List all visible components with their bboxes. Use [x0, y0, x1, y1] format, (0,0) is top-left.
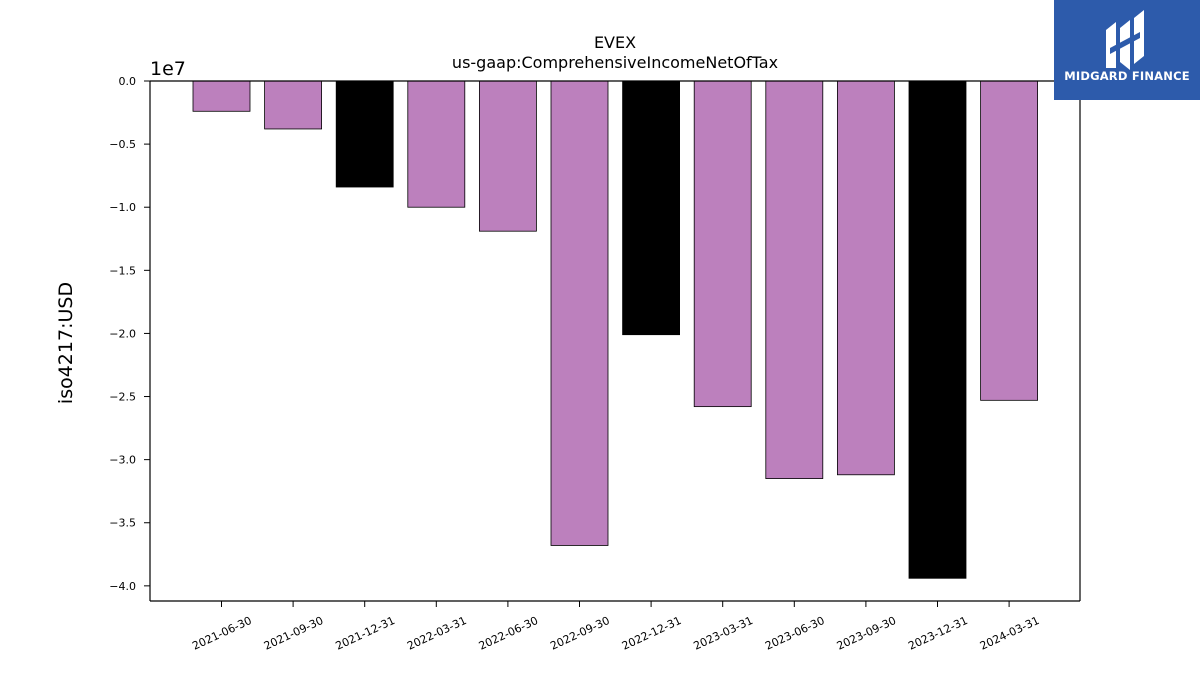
y-tick-label: −2.5	[109, 391, 136, 404]
brand-logo: MIDGARD FINANCE	[1054, 0, 1200, 100]
x-tick-label: 2021-12-31	[334, 614, 397, 653]
x-tick-label: 2022-09-30	[548, 614, 611, 653]
bar-2024-03-31	[980, 80, 1038, 401]
y-tick-label: −0.5	[109, 138, 136, 151]
brand-name: MIDGARD FINANCE	[1064, 69, 1190, 83]
x-tick-label: 2022-06-30	[477, 614, 540, 653]
y-tick-label: −1.5	[109, 264, 136, 277]
y-offset-label: 1e7	[150, 58, 186, 80]
bar-2022-03-31	[407, 80, 466, 208]
x-tick-label: 2022-03-31	[405, 614, 468, 653]
logo-mark-icon	[1106, 10, 1144, 70]
bar-group	[192, 80, 1038, 579]
bar-2023-06-30	[765, 80, 824, 479]
bar-2021-12-31	[335, 80, 394, 188]
x-tick-label: 2024-03-31	[978, 614, 1041, 653]
y-tick-label: −4.0	[109, 580, 136, 593]
chart-title: EVEX	[594, 33, 636, 52]
x-axis: 2021-06-30 2021-09-30 2021-12-31 2022-03-31…	[190, 601, 1041, 653]
bar-2022-12-31	[622, 80, 680, 336]
x-tick-label: 2023-06-30	[763, 614, 826, 653]
bar-2022-06-30	[478, 80, 537, 232]
y-tick-label: 0.0	[119, 75, 137, 88]
y-tick-label: −3.0	[109, 454, 136, 467]
y-tick-label: −3.5	[109, 517, 136, 530]
bar-2021-09-30	[264, 80, 323, 130]
y-axis-label: iso4217:USD	[55, 282, 77, 404]
y-tick-label: −1.0	[109, 201, 136, 214]
bar-2023-09-30	[837, 80, 895, 476]
bar-2021-06-30	[192, 80, 251, 112]
x-tick-label: 2021-09-30	[262, 614, 325, 653]
x-tick-label: 2023-03-31	[692, 614, 755, 653]
x-tick-label: 2021-06-30	[190, 614, 253, 653]
bar-2023-03-31	[693, 80, 752, 408]
bar-2023-12-31	[908, 80, 967, 579]
bar-2022-09-30	[550, 80, 609, 546]
y-axis: 0.0 −0.5 −1.0 −1.5 −2.0 −2.5 −3.0 −3.5 −4.0	[109, 75, 150, 593]
y-tick-label: −2.0	[109, 327, 136, 340]
x-tick-label: 2023-09-30	[835, 614, 898, 653]
x-tick-label: 2023-12-31	[906, 614, 969, 653]
x-tick-label: 2022-12-31	[620, 614, 683, 653]
chart-subtitle: us-gaap:ComprehensiveIncomeNetOfTax	[452, 53, 778, 72]
